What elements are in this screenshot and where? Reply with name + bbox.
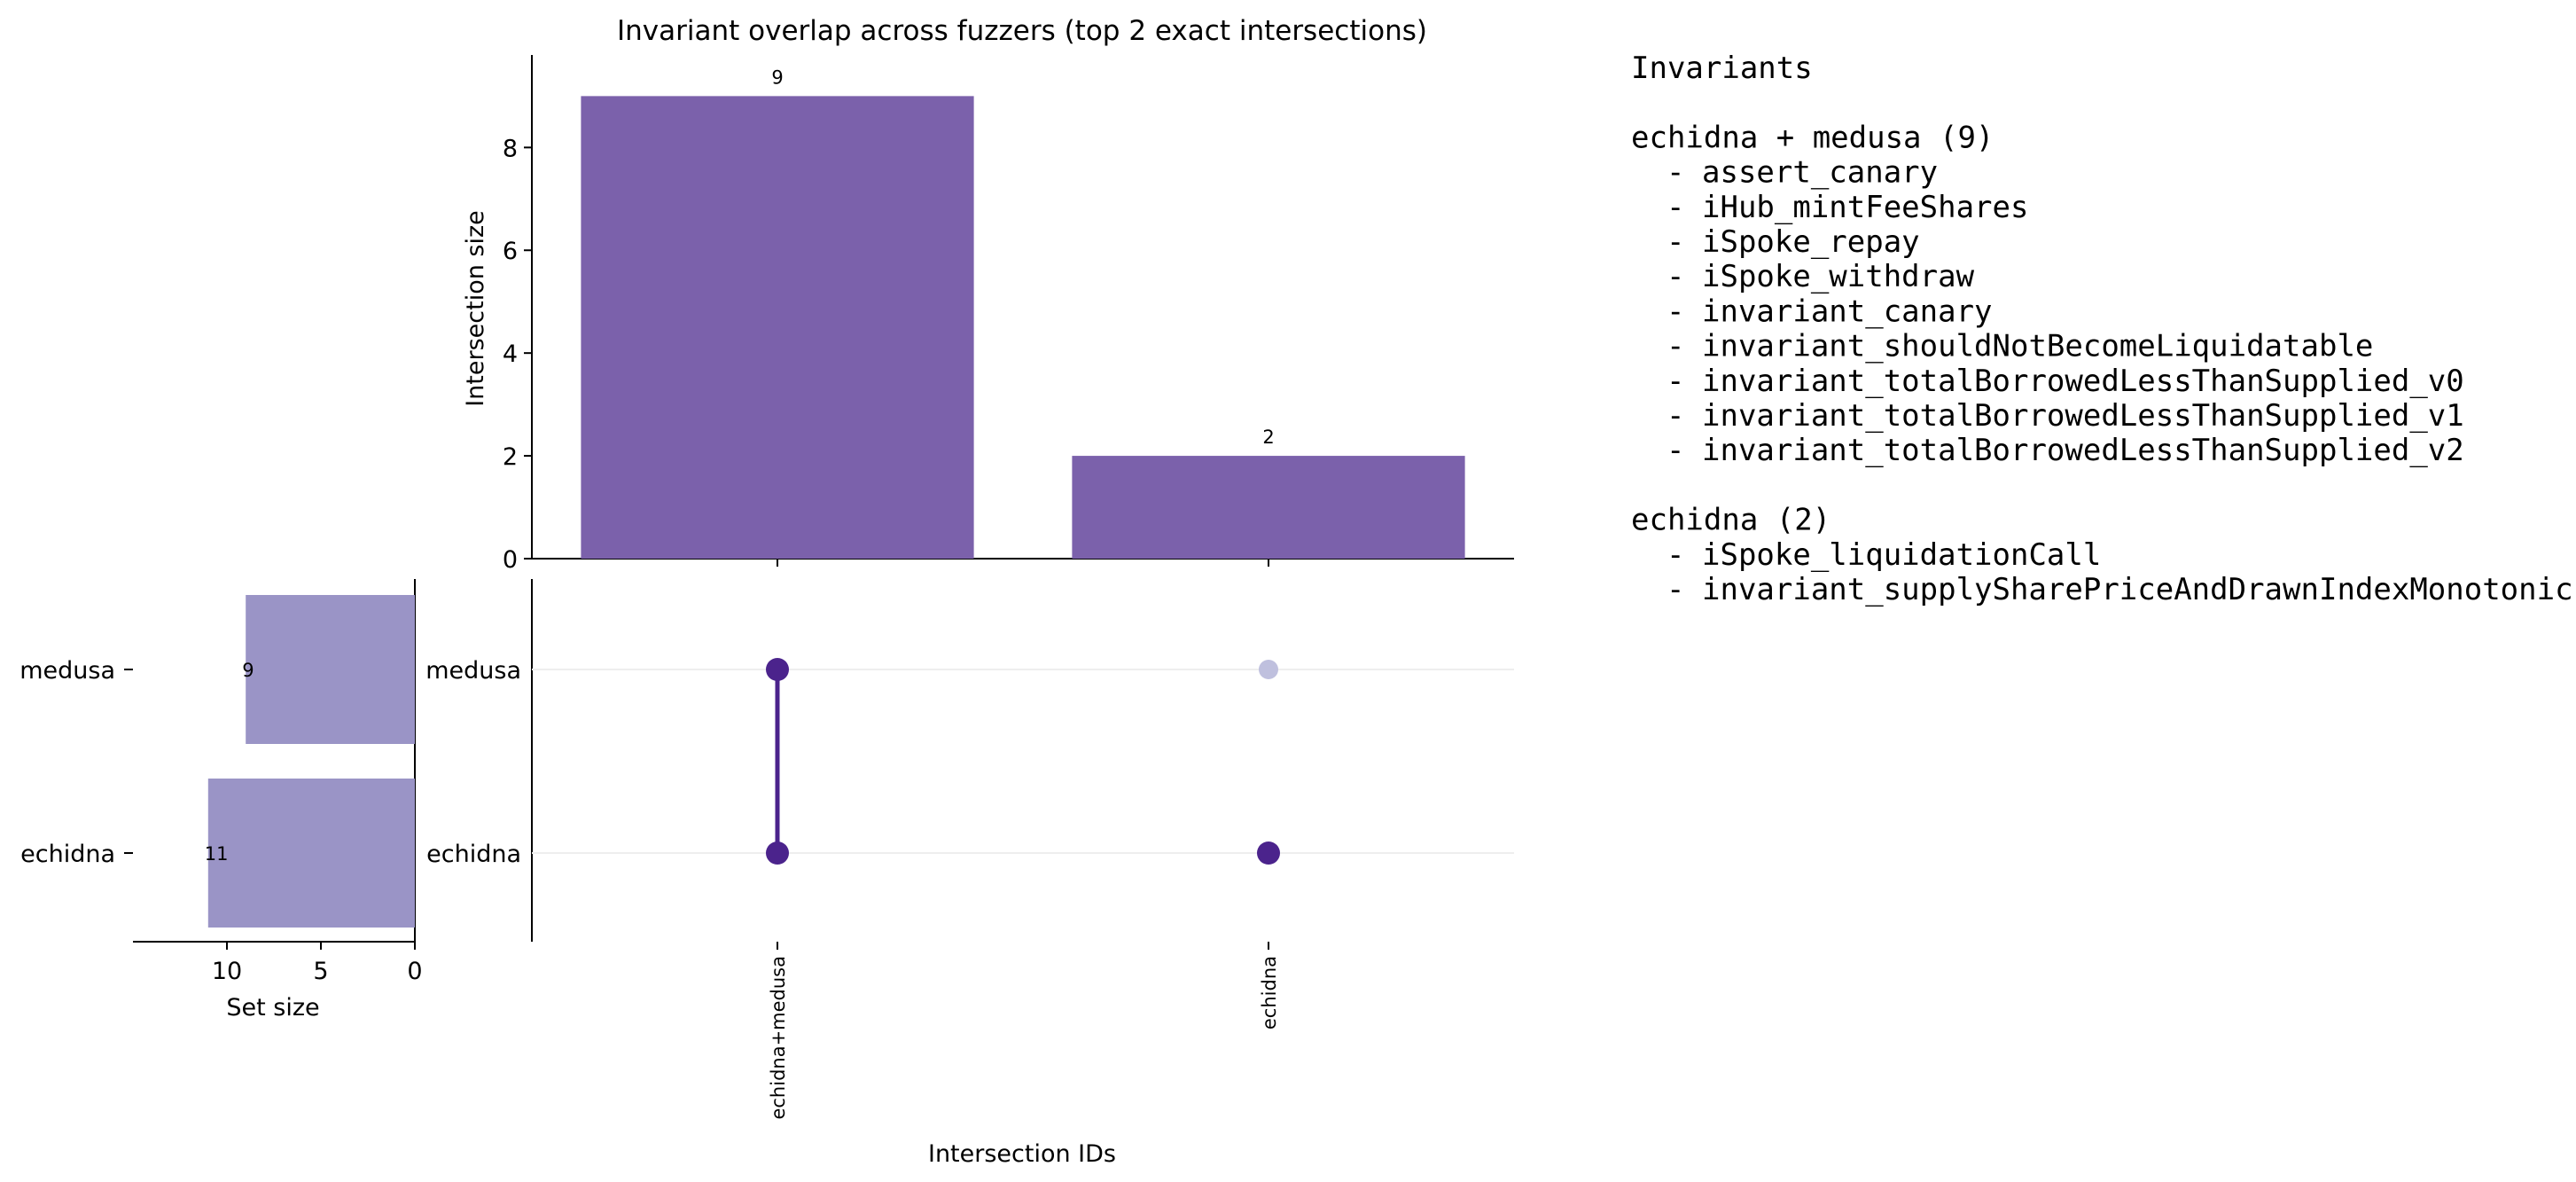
matrix-dot-active bbox=[1257, 841, 1280, 865]
intersection-bar bbox=[1072, 456, 1465, 559]
panel-item: invariant_supplySharePriceAndDrawnIndexM… bbox=[1702, 572, 2573, 607]
y-tick-label: 0 bbox=[503, 546, 518, 574]
set-size-bar bbox=[207, 779, 415, 928]
panel-item: invariant_shouldNotBecomeLiquidatable bbox=[1702, 329, 2373, 364]
y-tick-label: 2 bbox=[503, 443, 518, 471]
panel-item-bullet: - bbox=[1667, 433, 1684, 468]
panel-group-title: echidna + medusa (9) bbox=[1631, 120, 1994, 155]
panel-item-bullet: - bbox=[1667, 398, 1684, 434]
x-tick-label: echidna+medusa bbox=[768, 956, 789, 1120]
matrix-row-label: echidna bbox=[426, 841, 521, 868]
panel-item-bullet: - bbox=[1667, 329, 1684, 364]
y-tick-label: 4 bbox=[503, 341, 518, 368]
intersection-bar-panel: 0 2 4 6 8 9 2 bbox=[503, 55, 1514, 574]
chart-title: Invariant overlap across fuzzers (top 2 … bbox=[617, 15, 1427, 47]
set-size-panel: 10 5 0 9 medusa 11 echidna bbox=[20, 579, 423, 985]
set-size-tick-label: 0 bbox=[407, 958, 422, 985]
panel-item: iHub_mintFeeShares bbox=[1702, 190, 2028, 225]
set-size-row-label: echidna bbox=[20, 841, 115, 868]
intersection-bar-value: 2 bbox=[1262, 427, 1274, 448]
intersection-bar-value: 9 bbox=[771, 67, 783, 88]
panel-item-bullet: - bbox=[1667, 155, 1684, 191]
panel-item: iSpoke_withdraw bbox=[1702, 259, 1975, 294]
panel-item: invariant_totalBorrowedLessThanSupplied_… bbox=[1702, 398, 2464, 434]
x-tick-label: echidna bbox=[1259, 956, 1280, 1029]
panel-item: invariant_totalBorrowedLessThanSupplied_… bbox=[1702, 364, 2464, 399]
panel-item: iSpoke_repay bbox=[1702, 224, 1920, 260]
panel-item-bullet: - bbox=[1667, 537, 1684, 573]
matrix-row-label: medusa bbox=[425, 657, 521, 685]
panel-item: invariant_canary bbox=[1702, 294, 1993, 329]
panel-item-bullet: - bbox=[1667, 190, 1684, 225]
panel-item: invariant_totalBorrowedLessThanSupplied_… bbox=[1702, 433, 2464, 468]
matrix-dot-active bbox=[766, 841, 789, 865]
set-size-tick-label: 10 bbox=[212, 958, 242, 985]
panel-item-bullet: - bbox=[1667, 259, 1684, 294]
y-tick-label: 8 bbox=[503, 135, 518, 162]
set-size-tick-label: 5 bbox=[313, 958, 328, 985]
panel-item-bullet: - bbox=[1667, 224, 1684, 260]
panel-group-title: echidna (2) bbox=[1631, 503, 1831, 538]
membership-matrix-panel: medusa echidna echidna+medusa echidna bbox=[425, 579, 1514, 1120]
panel-heading: Invariants bbox=[1631, 51, 1813, 86]
set-size-bar-value: 9 bbox=[242, 660, 254, 681]
matrix-dot-inactive bbox=[1259, 660, 1278, 679]
panel-item-bullet: - bbox=[1667, 572, 1684, 607]
panel-item-bullet: - bbox=[1667, 294, 1684, 329]
set-size-bar bbox=[246, 595, 415, 744]
panel-item: assert_canary bbox=[1702, 155, 1938, 191]
set-size-row-label: medusa bbox=[20, 657, 115, 685]
y-tick-label: 6 bbox=[503, 238, 518, 265]
x-axis-label: Intersection IDs bbox=[928, 1140, 1116, 1168]
matrix-dot-active bbox=[766, 658, 789, 681]
panel-item-bullet: - bbox=[1667, 364, 1684, 399]
y-axis-label: Intersection size bbox=[462, 210, 489, 407]
panel-item: iSpoke_liquidationCall bbox=[1702, 537, 2101, 573]
intersection-bar bbox=[581, 96, 974, 559]
set-size-axis-label: Set size bbox=[226, 994, 319, 1022]
set-size-bar-value: 11 bbox=[205, 843, 229, 865]
